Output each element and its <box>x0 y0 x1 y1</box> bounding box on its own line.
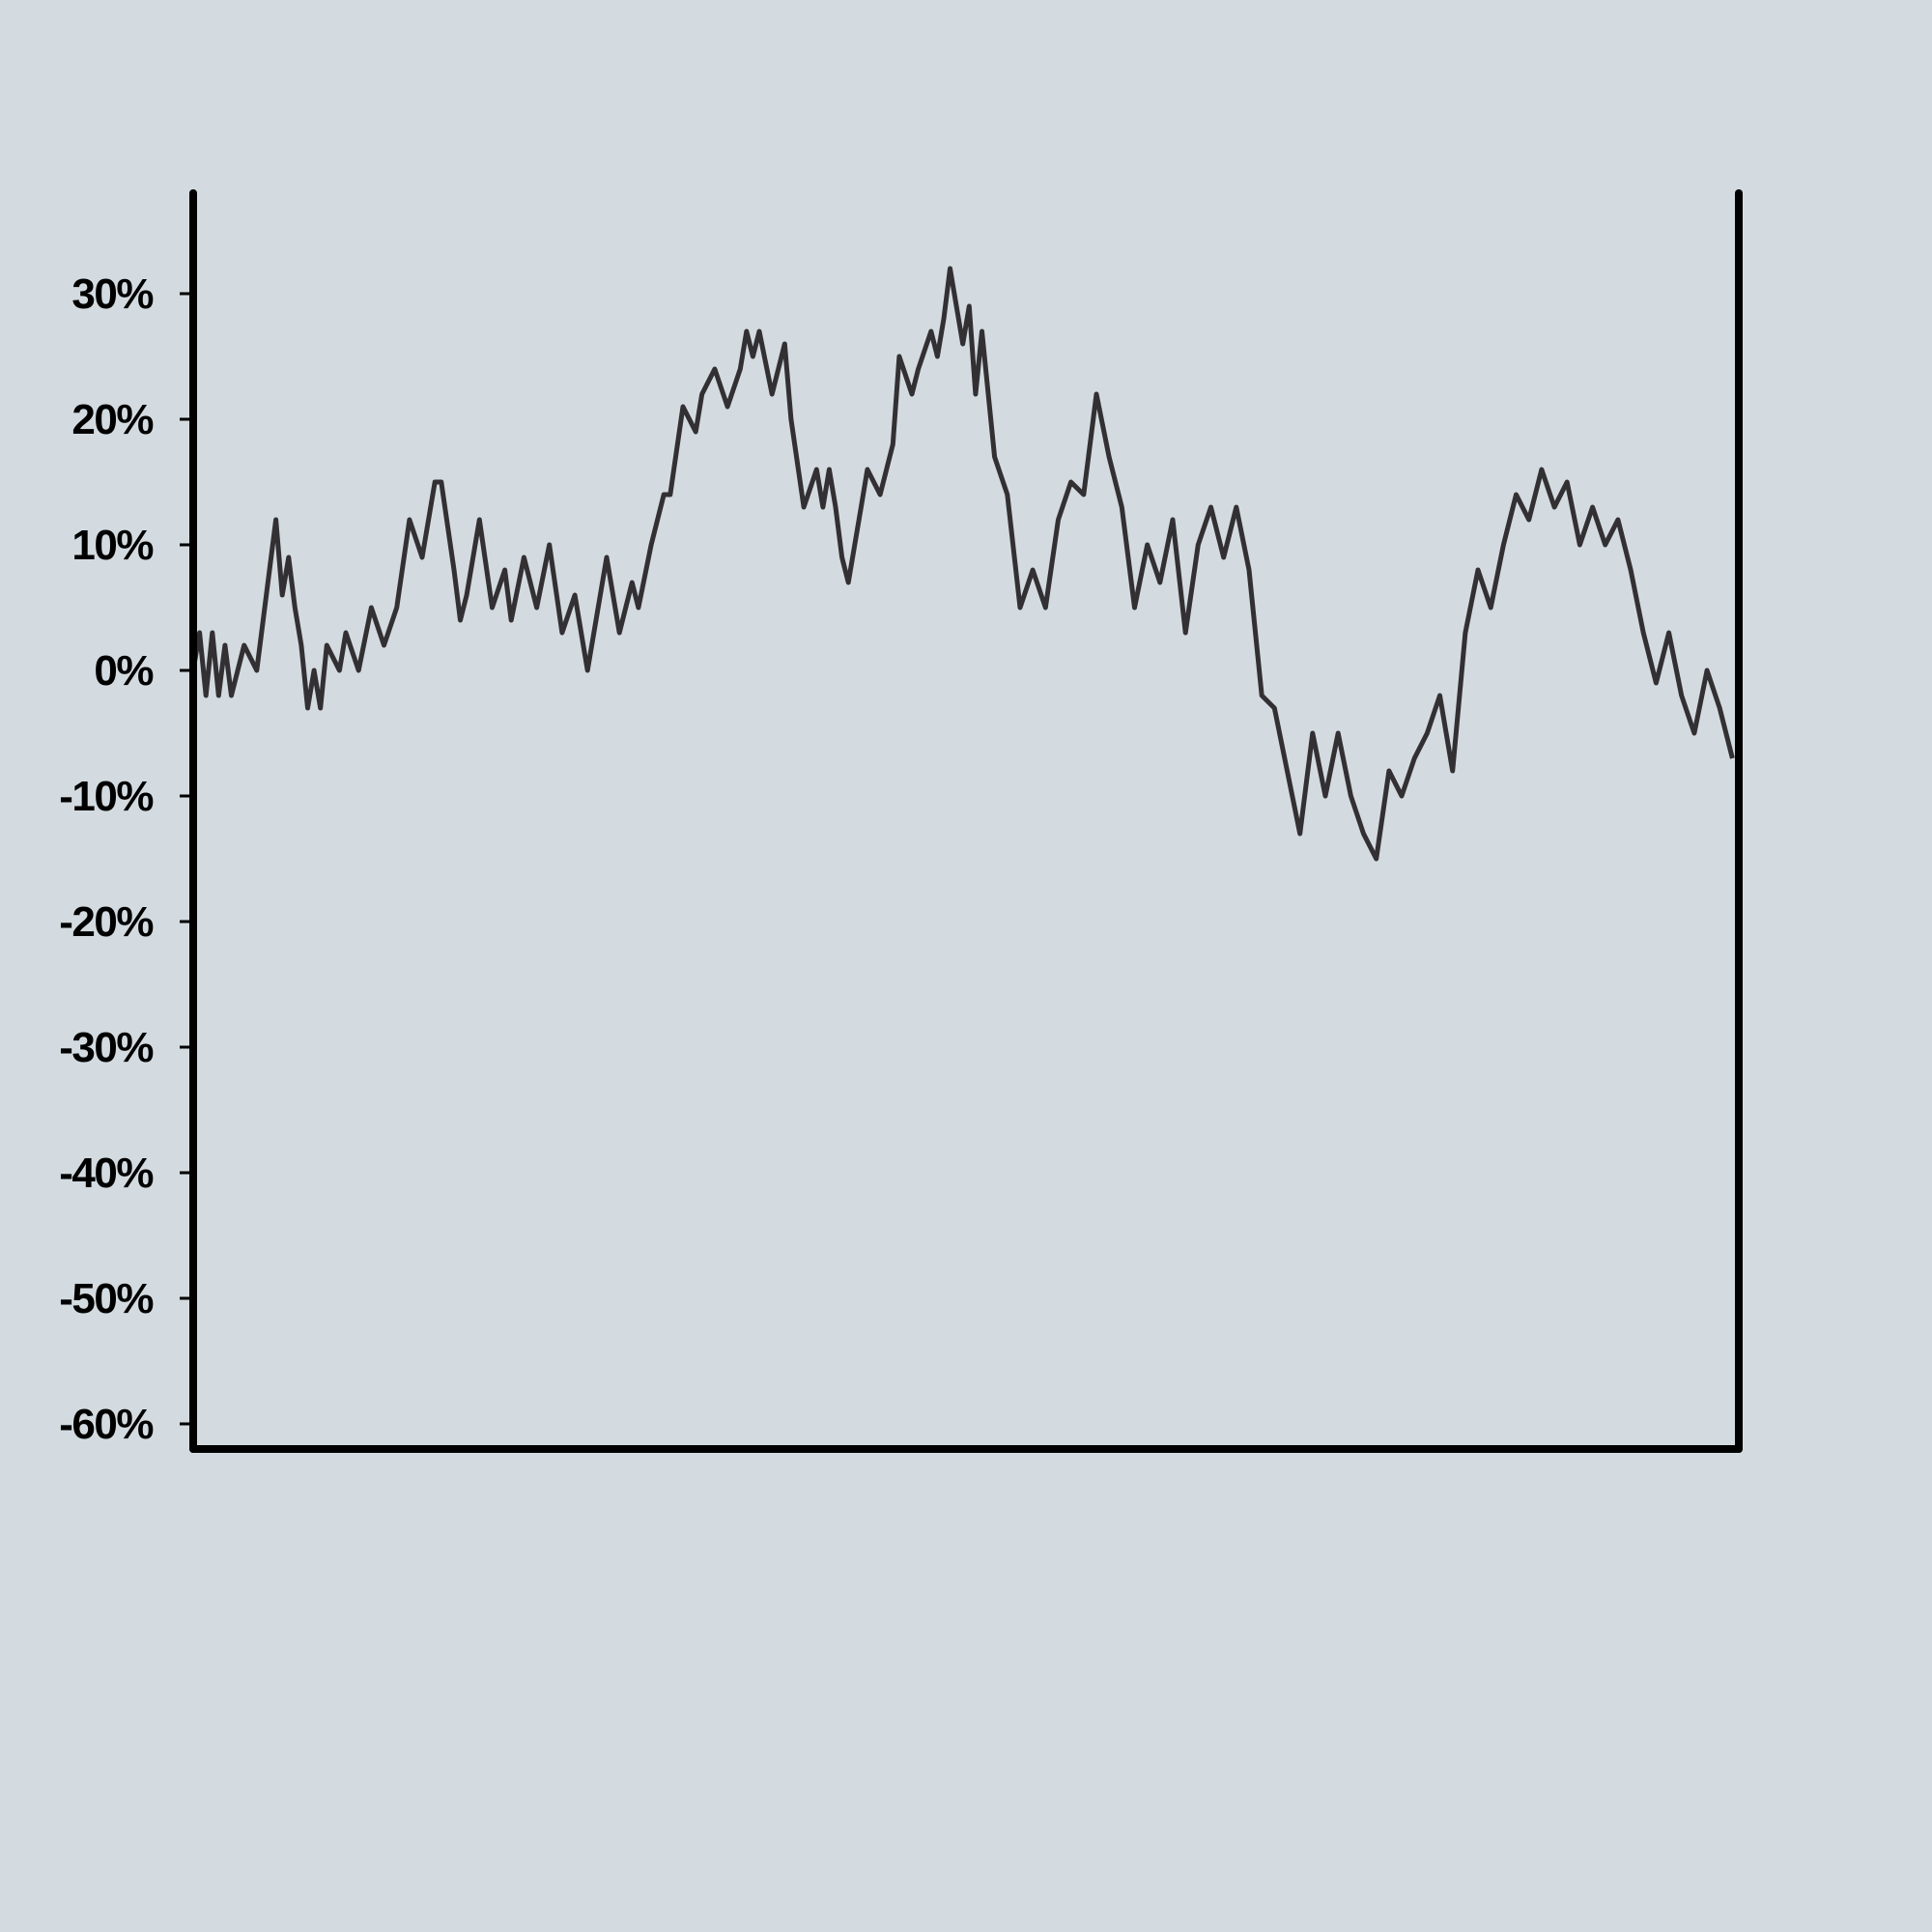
y-tick-label: 10% <box>71 522 153 569</box>
y-tick-label: -60% <box>59 1401 153 1448</box>
y-tick-label: -20% <box>59 898 153 946</box>
y-tick-label: 0% <box>94 647 153 695</box>
y-tick-label: -40% <box>59 1150 153 1197</box>
y-tick-label: -30% <box>59 1024 153 1071</box>
price-line <box>190 266 1735 862</box>
y-tick-label: 30% <box>71 270 153 318</box>
y-tick-label: -10% <box>59 773 153 820</box>
y-tick-label: -50% <box>59 1275 153 1322</box>
y-tick-label: 20% <box>71 396 153 443</box>
